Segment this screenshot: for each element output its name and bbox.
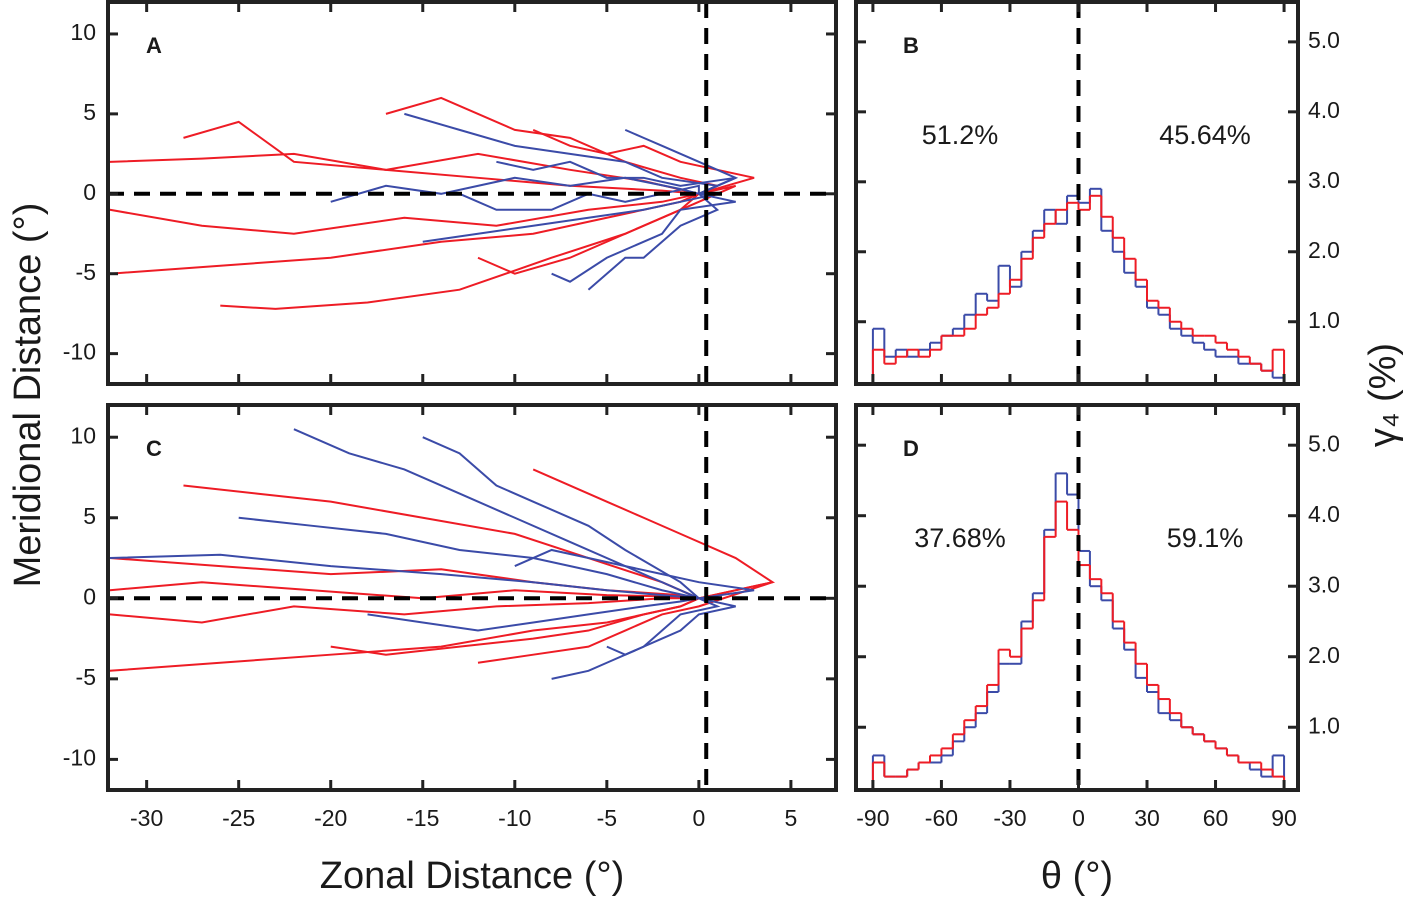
y-tick-label: -5 [76, 259, 96, 285]
panel-letter: D [903, 436, 919, 461]
x-tick-label: -60 [925, 805, 958, 831]
panel-frame [106, 403, 838, 792]
trajectory [109, 192, 700, 235]
panel-letter: C [146, 436, 162, 461]
x-tick-label: 30 [1134, 805, 1160, 831]
trajectory [109, 553, 699, 600]
trajectory [220, 193, 700, 310]
y-tick-label: -5 [76, 664, 96, 690]
y-tick-label: 5 [83, 99, 96, 125]
x-tick-label: 5 [785, 805, 798, 831]
x-tick-label: -90 [856, 805, 889, 831]
trajectory [330, 597, 700, 656]
trajectory [587, 193, 720, 291]
x-tick-label: -15 [406, 805, 439, 831]
trajectory [109, 152, 699, 195]
plot-area [871, 187, 1286, 384]
y-tick-label: 4.0 [1308, 97, 1340, 123]
trajectory [330, 176, 700, 203]
trajectory [109, 192, 700, 275]
x-tick-label: -20 [314, 805, 347, 831]
annotation: 51.2% [922, 120, 999, 150]
y-tick-label: 3.0 [1308, 167, 1340, 193]
trajectory [404, 112, 721, 195]
trajectory [367, 597, 700, 632]
x-tick-label: 0 [1072, 805, 1085, 831]
trajectory [109, 597, 699, 624]
trajectory [109, 597, 700, 672]
x-tick-label: -10 [498, 805, 531, 831]
x-tick-label: -25 [222, 805, 255, 831]
trajectory [532, 468, 776, 600]
x-tick-label: -30 [130, 805, 163, 831]
annotation: 59.1% [1167, 523, 1244, 553]
x-tick-label: -5 [597, 805, 617, 831]
y-tick-label: 10 [70, 19, 96, 45]
panel-frame [854, 403, 1300, 792]
x-axis-label: Zonal Distance (°) [320, 855, 625, 897]
y-tick-label: 5.0 [1308, 430, 1340, 456]
trajectory [293, 428, 700, 600]
y-tick-label: 5.0 [1308, 27, 1340, 53]
trajectory [551, 597, 721, 680]
y-tick-label: 3.0 [1308, 571, 1340, 597]
x-tick-label: -30 [993, 805, 1026, 831]
x-tick-label: 90 [1271, 805, 1297, 831]
y-tick-label: 0 [83, 583, 96, 609]
trajectory [238, 516, 700, 600]
y-tick-label: 0 [83, 179, 96, 205]
trajectory [183, 120, 700, 195]
annotation: 37.68% [914, 523, 1006, 553]
trajectory [532, 128, 755, 195]
panel-letter: A [146, 33, 162, 58]
trajectory [459, 184, 700, 211]
x-axis-label: θ (°) [1041, 855, 1113, 897]
y-tick-label: -10 [63, 744, 96, 770]
y-tick-label: -10 [63, 339, 96, 365]
y-tick-label: 1.0 [1308, 712, 1340, 738]
y-tick-label: 1.0 [1308, 307, 1340, 333]
trajectory [514, 548, 755, 600]
plot-area [109, 428, 776, 680]
y2-axis-label: γ₄ (%) [1362, 343, 1404, 447]
x-tick-label: 60 [1203, 805, 1229, 831]
trajectory [624, 128, 739, 195]
panel-frame [106, 0, 838, 386]
y-tick-label: 5 [83, 503, 96, 529]
trajectory [109, 557, 700, 600]
y-tick-label: 4.0 [1308, 501, 1340, 527]
annotation: 45.64% [1159, 120, 1251, 150]
y-tick-label: 2.0 [1308, 237, 1340, 263]
trajectory [183, 484, 700, 600]
y-axis-label: Meridional Distance (°) [7, 203, 49, 588]
trajectory [477, 581, 773, 664]
trajectory [477, 184, 737, 275]
x-tick-label: 0 [692, 805, 705, 831]
y-tick-label: 10 [70, 422, 96, 448]
plot-area [109, 96, 755, 310]
trajectory [551, 192, 736, 283]
panel-letter: B [903, 33, 919, 58]
trajectory [606, 597, 736, 656]
panel-frame [854, 0, 1300, 386]
y-tick-label: 2.0 [1308, 642, 1340, 668]
